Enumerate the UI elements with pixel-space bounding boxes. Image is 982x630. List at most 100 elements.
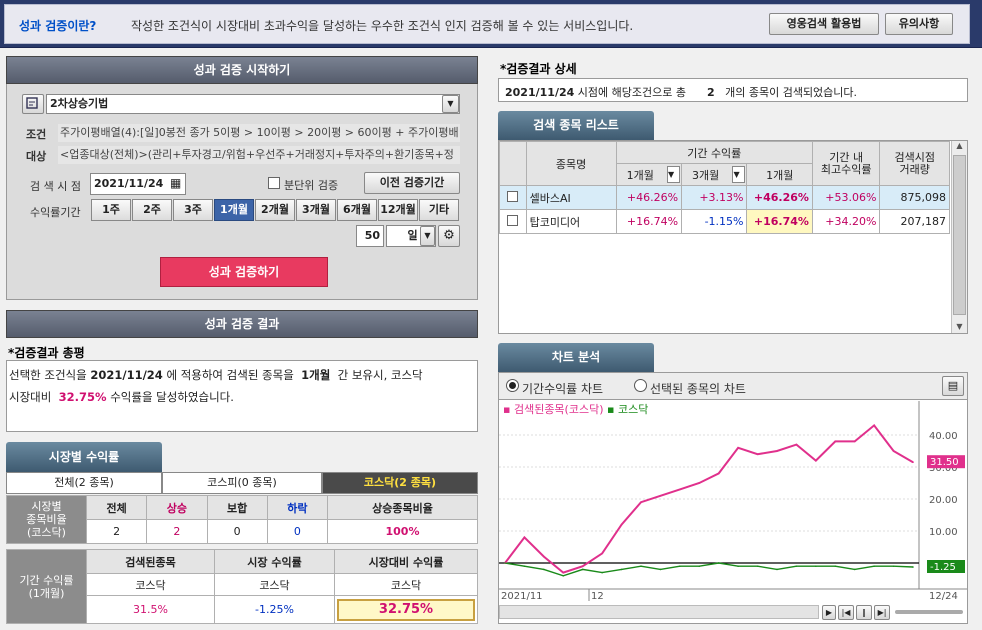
period-3w[interactable]: 3주	[173, 199, 213, 221]
gear-icon[interactable]: ⚙	[438, 225, 460, 247]
info-banner: 성과 검증이란? 작성한 조건식이 시장대비 초과수익을 달성하는 우수한 조건…	[0, 0, 982, 48]
searched-point	[601, 552, 603, 555]
table-row[interactable]: 셀바스AI +46.26% +3.13% +46.26% +53.06% 875…	[499, 185, 950, 210]
volume: 207,187	[879, 209, 950, 234]
legend: ▪ 검색된종목(코스닥) ▪ 코스닥	[503, 403, 648, 416]
radio-period-chart[interactable]	[506, 379, 519, 392]
radio-selected-chart[interactable]	[634, 379, 647, 392]
col-3m[interactable]: 3개월 ▼	[681, 163, 748, 186]
last-value-1-bg	[927, 455, 965, 469]
chevron-down-icon[interactable]: ▼	[667, 166, 681, 183]
detail-title: *검증결과 상세	[500, 62, 577, 76]
plot-area	[499, 401, 919, 589]
market-returns-header: 시장별 수익률	[6, 442, 162, 472]
date-input[interactable]: 2021/11/24	[90, 173, 186, 195]
searched-point	[776, 450, 778, 452]
period-12m[interactable]: 12개월	[378, 199, 418, 221]
period-label: 수익률기간	[30, 206, 81, 219]
searched-point	[892, 450, 895, 452]
col-1m[interactable]: 1개월 ▼	[615, 163, 683, 186]
check-col	[499, 141, 527, 186]
list-icon[interactable]: ▤	[942, 376, 964, 396]
gridlines	[499, 434, 919, 532]
x-label-start: 2021/11	[501, 591, 543, 602]
y-tick-label: 20.00	[929, 495, 958, 506]
searched-point	[698, 482, 701, 484]
condition-value: 주가이평배열(4):[일]0봉전 종가 5이평 > 10이평 > 20이평 > …	[58, 124, 460, 142]
scroll-right-icon[interactable]: ▶	[822, 605, 836, 620]
ret-3m: -1.15%	[681, 209, 748, 234]
last-value-2: -1.25	[930, 562, 956, 573]
ret-searched: 31.5%	[86, 595, 215, 624]
chevron-up-icon[interactable]: ▲	[956, 141, 963, 150]
volume: 875,098	[879, 185, 950, 210]
chevron-down-icon[interactable]: ▼	[420, 226, 435, 246]
row-checkbox[interactable]	[507, 214, 519, 226]
days-input[interactable]: 50	[356, 225, 384, 247]
skip-back-icon[interactable]: |◀	[838, 605, 854, 620]
radio-period-label: 기간수익률 차트	[522, 382, 604, 396]
val-flat: 0	[206, 519, 268, 544]
refresh-icon[interactable]	[22, 94, 44, 114]
zoom-slider[interactable]	[895, 610, 963, 614]
target-value: <업종대상(전체)>(관리+투자경고/위험+우선주+거래정지+투자주의+환기종목…	[58, 146, 460, 164]
run-verification-button[interactable]: 성과 검증하기	[160, 257, 328, 287]
sub-market: 코스닥	[214, 573, 335, 596]
col-excess-return: 시장대비 수익률	[334, 549, 478, 574]
kosdaq-point	[892, 565, 895, 567]
period-6m[interactable]: 6개월	[337, 199, 377, 221]
col-stock-name: 종목명	[525, 141, 617, 186]
searched-point	[543, 555, 545, 558]
pause-icon[interactable]: ‖	[856, 605, 872, 620]
col-1m-b: 1개월	[746, 163, 813, 186]
chevron-down-icon[interactable]: ▼	[442, 95, 459, 113]
col-up-ratio: 상승종목비율	[327, 495, 478, 520]
period-1m[interactable]: 1개월	[214, 199, 254, 221]
series-points	[504, 424, 914, 577]
searched-point	[795, 443, 798, 446]
usage-guide-button[interactable]: 영웅검색 활용법	[769, 13, 879, 35]
skip-forward-icon[interactable]: ▶|	[874, 605, 890, 620]
table-row[interactable]: 탑코미디어 +16.74% -1.15% +16.74% +34.20% 207…	[499, 209, 950, 234]
notice-button[interactable]: 유의사항	[885, 13, 953, 35]
period-2m[interactable]: 2개월	[255, 199, 295, 221]
ret-max: +34.20%	[811, 209, 881, 234]
period-other[interactable]: 기타	[419, 199, 459, 221]
radio-selected-label: 선택된 종목의 차트	[650, 382, 746, 396]
tab-all[interactable]: 전체(2 종목)	[6, 472, 162, 494]
tab-kospi[interactable]: 코스피(0 종목)	[162, 472, 322, 494]
period-1w[interactable]: 1주	[91, 199, 131, 221]
stock-list-header: 검색 종목 리스트	[498, 111, 654, 140]
searched-point	[873, 424, 875, 427]
x-label-end: 12/24	[929, 591, 958, 602]
col-volume: 검색시점 거래량	[879, 141, 950, 186]
tab-kosdaq[interactable]: 코스닥(2 종목)	[322, 472, 478, 494]
chevron-down-icon[interactable]: ▼	[732, 166, 746, 183]
ret-1m: +16.74%	[615, 209, 683, 234]
scroll-thumb[interactable]	[953, 155, 966, 315]
kosdaq-point	[620, 568, 623, 571]
calendar-icon[interactable]: ▦	[170, 176, 182, 190]
ret-3m: +3.13%	[681, 185, 748, 210]
kosdaq-point	[834, 565, 837, 567]
col-period-return: 기간 수익률	[615, 141, 813, 164]
col-searched: 검색된종목	[86, 549, 215, 574]
period-2w[interactable]: 2주	[132, 199, 172, 221]
prev-period-button[interactable]: 이전 검증기간	[364, 172, 460, 194]
chevron-down-icon[interactable]: ▼	[956, 322, 963, 331]
kosdaq-point	[717, 562, 720, 564]
list-scrollbar[interactable]: ▲ ▼	[951, 141, 967, 333]
minute-checkbox[interactable]	[268, 177, 280, 189]
ret-1m-b: +46.26%	[746, 185, 813, 210]
searched-point	[756, 453, 759, 455]
row-checkbox[interactable]	[507, 190, 519, 202]
col-down: 하락	[266, 495, 329, 520]
strategy-select[interactable]: 2차상승기법	[46, 94, 460, 114]
kosdaq-point	[562, 575, 565, 577]
summary-line2: 시장대비 32.75% 수익률을 달성하였습니다.	[9, 390, 234, 404]
chart-scrollbar[interactable]	[499, 605, 819, 619]
date-label: 검 색 시 점	[30, 180, 81, 193]
kosdaq-point	[640, 565, 642, 567]
searched-point	[815, 459, 817, 462]
period-3m[interactable]: 3개월	[296, 199, 336, 221]
